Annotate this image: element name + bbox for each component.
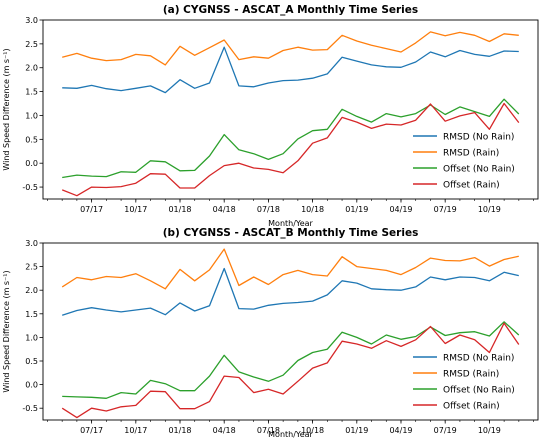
panel-b: (b) CYGNSS - ASCAT_B Monthly Time Series… xyxy=(2,227,539,439)
y-tick-label: 1.0 xyxy=(25,333,38,342)
series-line xyxy=(62,98,520,179)
plot-frame xyxy=(42,242,539,421)
x-tick-label: 07/19 xyxy=(434,205,457,214)
x-tick-label: 07/19 xyxy=(434,426,457,435)
series-line xyxy=(62,321,520,399)
x-tick-label: 07/18 xyxy=(257,205,280,214)
y-tick-label: -0.5 xyxy=(22,183,38,192)
x-tick-label: 10/18 xyxy=(301,426,324,435)
x-tick-label: 10/17 xyxy=(124,205,147,214)
y-tick-label: 1.0 xyxy=(25,111,38,120)
series-line xyxy=(61,248,519,290)
legend-label: Offset (No Rain) xyxy=(443,164,515,174)
x-axis-label: Month/Year xyxy=(268,219,313,228)
series-line xyxy=(62,46,519,94)
x-axis-label: Month/Year xyxy=(268,430,313,439)
x-tick-label: 10/19 xyxy=(478,205,501,214)
x-tick-label: 07/18 xyxy=(257,426,280,435)
panel-a: (a) CYGNSS - ASCAT_A Monthly Time Series… xyxy=(2,4,539,228)
x-tick-label: 10/19 xyxy=(478,426,501,435)
x-tick-label: 07/17 xyxy=(80,205,103,214)
y-tick-label: 0.5 xyxy=(25,135,38,144)
x-tick-label: 04/19 xyxy=(389,205,412,214)
x-tick-label: 04/18 xyxy=(213,205,236,214)
series-line xyxy=(61,322,520,419)
series-line xyxy=(62,31,519,66)
legend-label: RMSD (No Rain) xyxy=(443,353,514,363)
y-tick-label: 3.0 xyxy=(25,16,38,25)
x-tick-label: 04/18 xyxy=(213,426,236,435)
x-tick-label: 04/19 xyxy=(389,426,412,435)
y-tick-label: 2.5 xyxy=(25,40,38,49)
y-tick-label: 0.0 xyxy=(25,159,38,168)
legend-label: RMSD (Rain) xyxy=(443,369,499,379)
y-tick-label: 2.5 xyxy=(25,263,38,272)
y-axis-label: Wind Speed Difference (m s⁻¹) xyxy=(2,270,11,392)
series-line xyxy=(62,267,519,316)
y-tick-label: 3.0 xyxy=(25,239,38,248)
y-tick-label: 0.5 xyxy=(25,357,38,366)
x-tick-label: 01/18 xyxy=(168,426,191,435)
y-axis-label: Wind Speed Difference (m s⁻¹) xyxy=(2,48,11,170)
chart-title: (b) CYGNSS - ASCAT_B Monthly Time Series xyxy=(163,227,419,239)
legend-label: RMSD (Rain) xyxy=(443,148,499,158)
x-tick-label: 01/18 xyxy=(168,205,191,214)
x-tick-label: 01/19 xyxy=(345,205,368,214)
legend-label: Offset (No Rain) xyxy=(443,385,515,395)
y-tick-label: 2.0 xyxy=(25,64,38,73)
y-tick-label: 1.5 xyxy=(25,310,38,319)
y-tick-label: 2.0 xyxy=(25,286,38,295)
x-tick-label: 07/17 xyxy=(80,426,103,435)
legend-label: Offset (Rain) xyxy=(443,180,500,190)
x-tick-label: 01/19 xyxy=(345,426,368,435)
series-line xyxy=(61,102,520,197)
x-tick-label: 10/17 xyxy=(124,426,147,435)
legend-label: Offset (Rain) xyxy=(443,401,500,411)
legend-label: RMSD (No Rain) xyxy=(443,132,514,142)
chart-title: (a) CYGNSS - ASCAT_A Monthly Time Series xyxy=(163,4,418,16)
plot-frame xyxy=(42,19,539,200)
y-tick-label: 0.0 xyxy=(25,381,38,390)
y-tick-label: -0.5 xyxy=(22,404,38,413)
y-tick-label: 1.5 xyxy=(25,88,38,97)
x-tick-label: 10/18 xyxy=(301,205,324,214)
